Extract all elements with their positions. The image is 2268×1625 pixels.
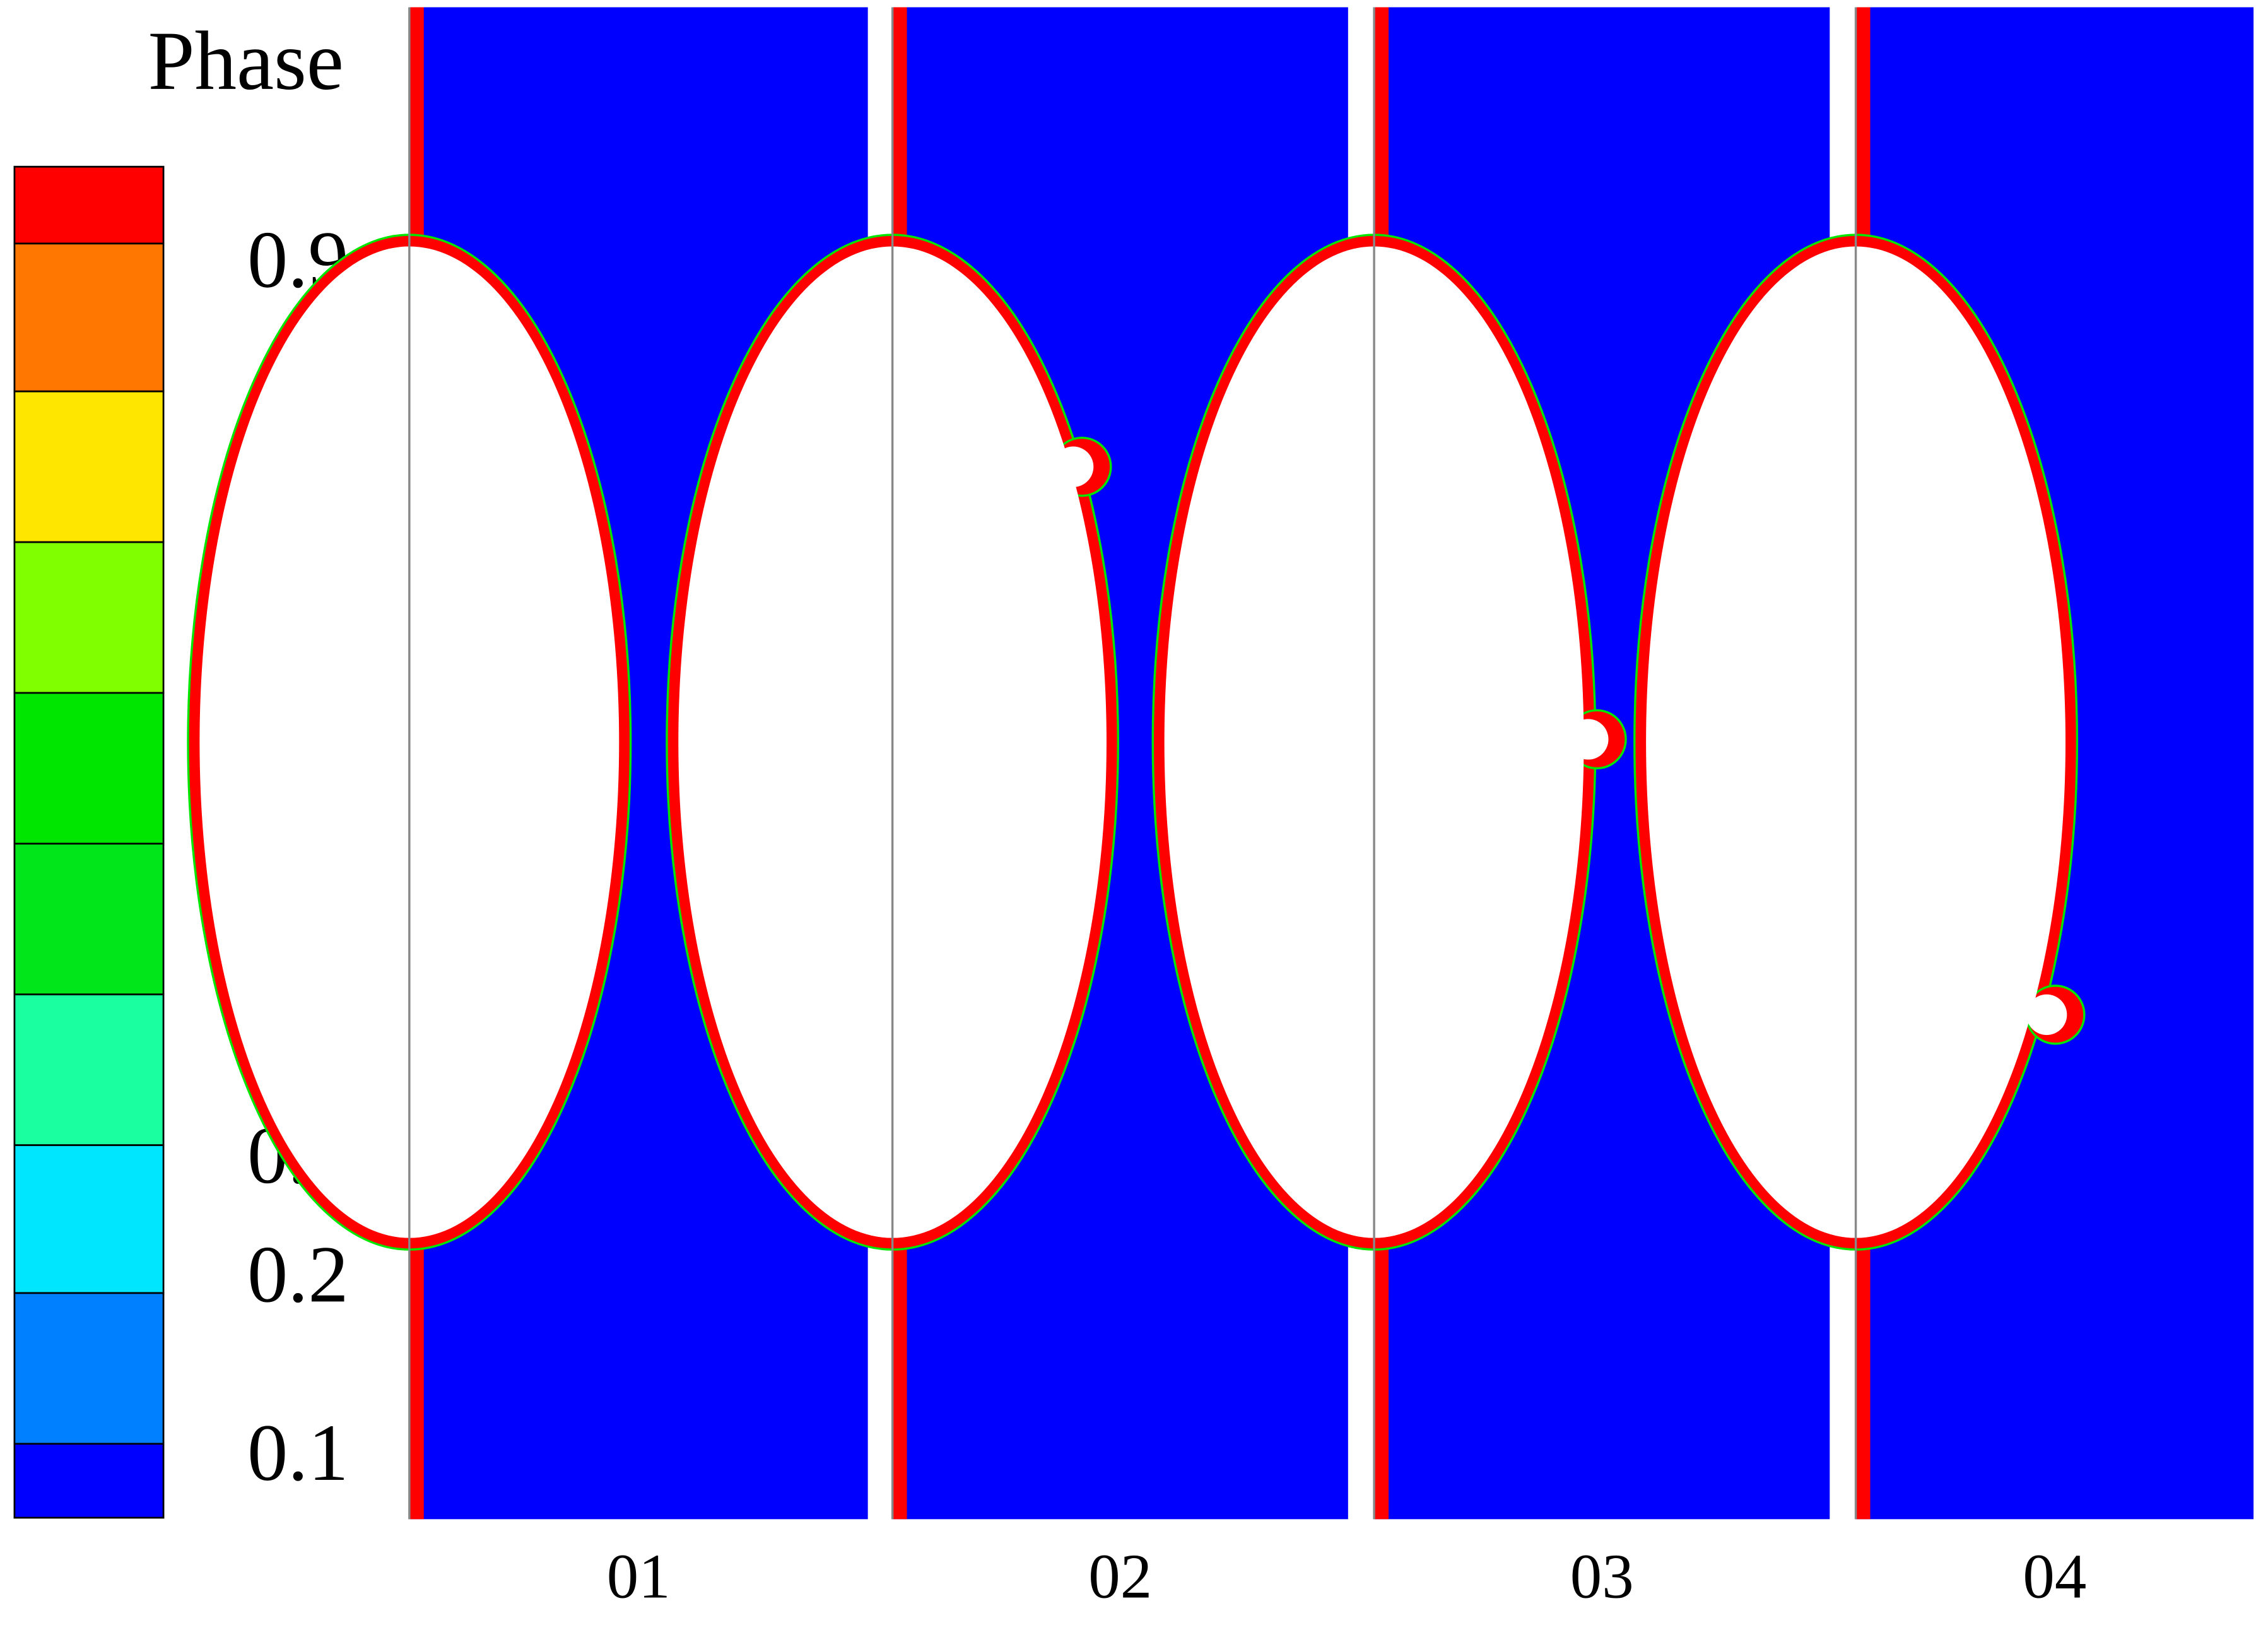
colorbar-segment [13, 993, 165, 1147]
colorbar-segment [13, 842, 165, 996]
panel-label: 01 [607, 1540, 671, 1611]
colorbar-segment [13, 541, 165, 694]
colorbar-segment [13, 390, 165, 543]
bubble-bump [1568, 719, 1609, 760]
bubble-bump [2026, 994, 2067, 1036]
colorbar-segment [13, 165, 165, 245]
panel-label: 03 [1570, 1540, 1634, 1611]
colorbar-segment [13, 1144, 165, 1294]
colorbar-segment [13, 692, 165, 845]
colorbar-segment [13, 1292, 165, 1445]
colorbar-segment [13, 1443, 165, 1519]
panel [666, 7, 1348, 1520]
panel [1151, 7, 1830, 1520]
colorbar-label: 0.1 [247, 1407, 348, 1498]
panel-label: 02 [1088, 1540, 1152, 1611]
bubble-bump [1053, 446, 1094, 487]
panel-label: 04 [2023, 1540, 2086, 1611]
colorbar-segment [13, 242, 165, 393]
panel [1633, 7, 2254, 1520]
legend-title: Phase [148, 14, 344, 107]
panel [187, 7, 868, 1520]
colorbar-label: 0.2 [247, 1229, 348, 1319]
